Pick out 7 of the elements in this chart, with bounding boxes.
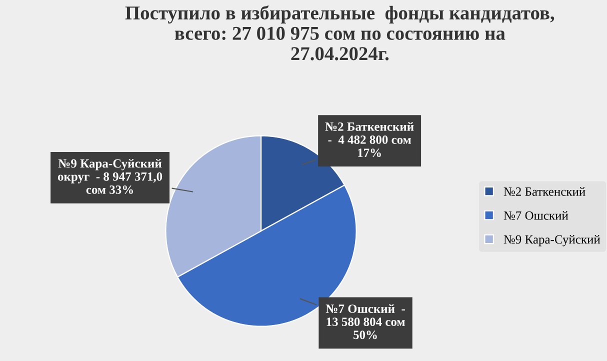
data-label: №7 Ошский - 13 580 804 сом 50% <box>326 304 405 340</box>
legend-label: №9 Кара-Суйский <box>504 234 600 246</box>
data-label: №2 Баткенский - 4 482 800 сом 17% <box>325 122 414 158</box>
legend-label: №7 Ошский <box>504 211 568 220</box>
legend-label: №2 Баткенский <box>504 187 586 196</box>
chart-title: Поступило в избирательные фонды кандидатов, всего: 27 010 975 сом по состоянию на 27.04.2024г. <box>125 5 554 60</box>
data-label: №9 Кара-Суйский округ - 8 947 371,0 сом 33% <box>58 158 162 194</box>
